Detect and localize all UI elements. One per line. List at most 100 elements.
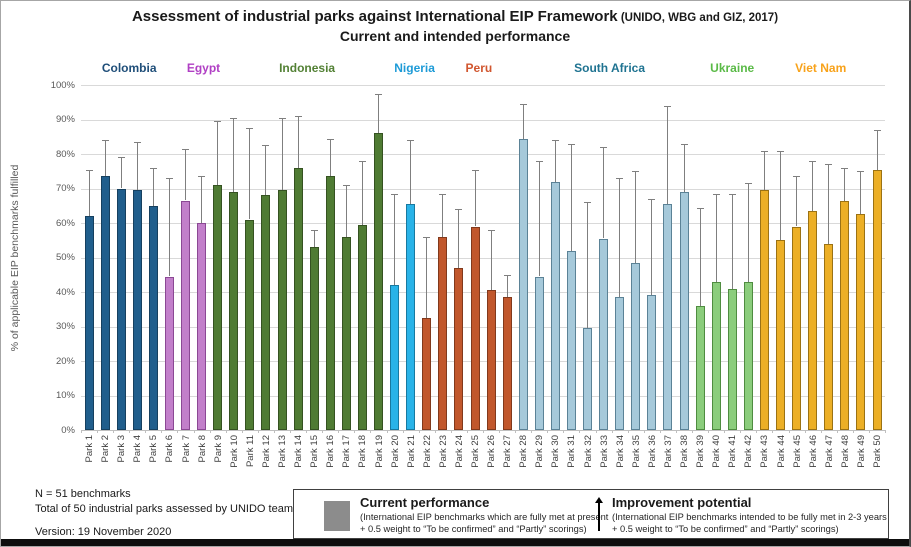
x-axis-tick bbox=[772, 430, 774, 433]
x-tick-label: Park 11 bbox=[244, 435, 256, 468]
whisker-top-cap bbox=[584, 202, 591, 204]
whisker-top-cap bbox=[728, 193, 736, 195]
whisker-top-cap bbox=[793, 176, 801, 178]
legend-improvement-desc-line1: (International EIP benchmarks intended t… bbox=[612, 512, 887, 522]
park-bar bbox=[615, 297, 625, 430]
park-bar bbox=[132, 190, 142, 430]
park-bar bbox=[470, 226, 480, 430]
x-tick-label: Park 39 bbox=[695, 435, 707, 468]
park-bar bbox=[759, 190, 769, 430]
x-axis-tick bbox=[370, 430, 372, 433]
x-tick-label: Park 41 bbox=[727, 435, 739, 468]
improvement-whisker bbox=[538, 160, 540, 277]
gridline bbox=[81, 326, 885, 328]
x-tick-label: Park 16 bbox=[325, 435, 337, 468]
whisker-top-cap bbox=[873, 129, 881, 131]
park-bar bbox=[631, 262, 641, 430]
whisker-top-cap bbox=[310, 229, 318, 231]
country-label-viet-nam: Viet Nam bbox=[795, 61, 847, 75]
park-bar bbox=[357, 224, 367, 430]
x-tick-label: Park 14 bbox=[293, 435, 305, 468]
x-axis-tick bbox=[692, 430, 694, 433]
x-axis-tick bbox=[756, 430, 758, 433]
x-axis-tick bbox=[885, 430, 886, 433]
x-tick-label: Park 7 bbox=[180, 435, 192, 463]
park-bar bbox=[599, 238, 609, 430]
x-tick-label: Park 35 bbox=[630, 435, 642, 468]
x-tick-label: Park 36 bbox=[646, 435, 658, 468]
whisker-top-cap bbox=[760, 150, 768, 152]
park-bar bbox=[647, 295, 657, 430]
x-tick-label: Park 2 bbox=[100, 435, 112, 463]
whisker-top-cap bbox=[455, 209, 463, 211]
x-tick-label: Park 10 bbox=[228, 435, 240, 468]
x-tick-label: Park 19 bbox=[373, 435, 385, 468]
country-label-indonesia: Indonesia bbox=[279, 61, 336, 75]
whisker-top-cap bbox=[407, 140, 415, 142]
country-label-peru: Peru bbox=[465, 61, 493, 75]
x-axis-tick bbox=[724, 430, 726, 433]
whisker-top-cap bbox=[600, 147, 608, 149]
x-tick-label: Park 27 bbox=[502, 435, 514, 468]
x-axis-tick bbox=[273, 430, 275, 433]
x-axis-tick bbox=[627, 430, 629, 433]
park-bar bbox=[293, 167, 303, 430]
footnote-version: Version: 19 November 2020 bbox=[35, 526, 172, 538]
x-tick-label: Park 23 bbox=[437, 435, 449, 468]
x-axis-tick bbox=[450, 430, 452, 433]
park-bar bbox=[213, 185, 223, 430]
country-label-egypt: Egypt bbox=[186, 61, 221, 75]
improvement-whisker bbox=[313, 229, 315, 248]
whisker-top-cap bbox=[503, 274, 511, 276]
x-axis-tick bbox=[129, 430, 131, 433]
whisker-top-cap bbox=[214, 121, 222, 123]
whisker-top-cap bbox=[439, 193, 447, 195]
x-axis-tick bbox=[145, 430, 147, 433]
park-bar bbox=[406, 204, 416, 430]
x-tick-label: Park 24 bbox=[453, 435, 465, 468]
park-bar bbox=[550, 181, 560, 430]
improvement-whisker bbox=[603, 147, 605, 239]
x-tick-label: Park 32 bbox=[582, 435, 594, 468]
whisker-top-cap bbox=[471, 169, 479, 171]
x-axis-tick bbox=[820, 430, 822, 433]
x-tick-label: Park 22 bbox=[421, 435, 433, 468]
improvement-whisker bbox=[812, 160, 814, 211]
x-axis-tick bbox=[306, 430, 308, 433]
improvement-whisker bbox=[474, 169, 476, 227]
park-bar bbox=[454, 267, 464, 430]
chart-title: Assessment of industrial parks against I… bbox=[1, 8, 909, 25]
whisker-top-cap bbox=[230, 117, 238, 119]
x-tick-label: Park 33 bbox=[598, 435, 610, 468]
park-bar bbox=[181, 200, 190, 430]
x-axis-tick bbox=[515, 430, 517, 433]
whisker-top-cap bbox=[777, 150, 784, 152]
whisker-top-cap bbox=[391, 193, 399, 195]
x-tick-label: Park 28 bbox=[518, 435, 530, 468]
gridline bbox=[81, 85, 885, 86]
x-tick-label: Park 34 bbox=[614, 435, 626, 468]
x-axis-tick bbox=[386, 430, 388, 433]
x-tick-label: Park 46 bbox=[807, 435, 819, 468]
park-bar bbox=[197, 223, 207, 430]
park-bar bbox=[261, 195, 271, 430]
x-axis-tick bbox=[402, 430, 404, 433]
park-bar bbox=[566, 250, 576, 430]
improvement-whisker bbox=[410, 140, 412, 204]
improvement-whisker bbox=[217, 121, 219, 185]
park-bar bbox=[534, 276, 544, 430]
gridline bbox=[81, 154, 885, 155]
whisker-top-cap bbox=[680, 143, 688, 145]
y-tick-label: 60% bbox=[55, 217, 75, 229]
x-tick-label: Park 38 bbox=[679, 435, 690, 468]
x-axis-tick bbox=[659, 430, 661, 433]
x-tick-label: Park 15 bbox=[309, 435, 321, 468]
whisker-top-cap bbox=[342, 185, 350, 187]
park-bar bbox=[277, 190, 287, 430]
y-tick-label: 100% bbox=[50, 79, 75, 91]
whisker-top-cap bbox=[616, 178, 624, 180]
arrow-head bbox=[595, 497, 603, 503]
x-axis-tick bbox=[338, 430, 340, 433]
park-bar bbox=[711, 281, 721, 430]
improvement-whisker bbox=[136, 141, 138, 191]
